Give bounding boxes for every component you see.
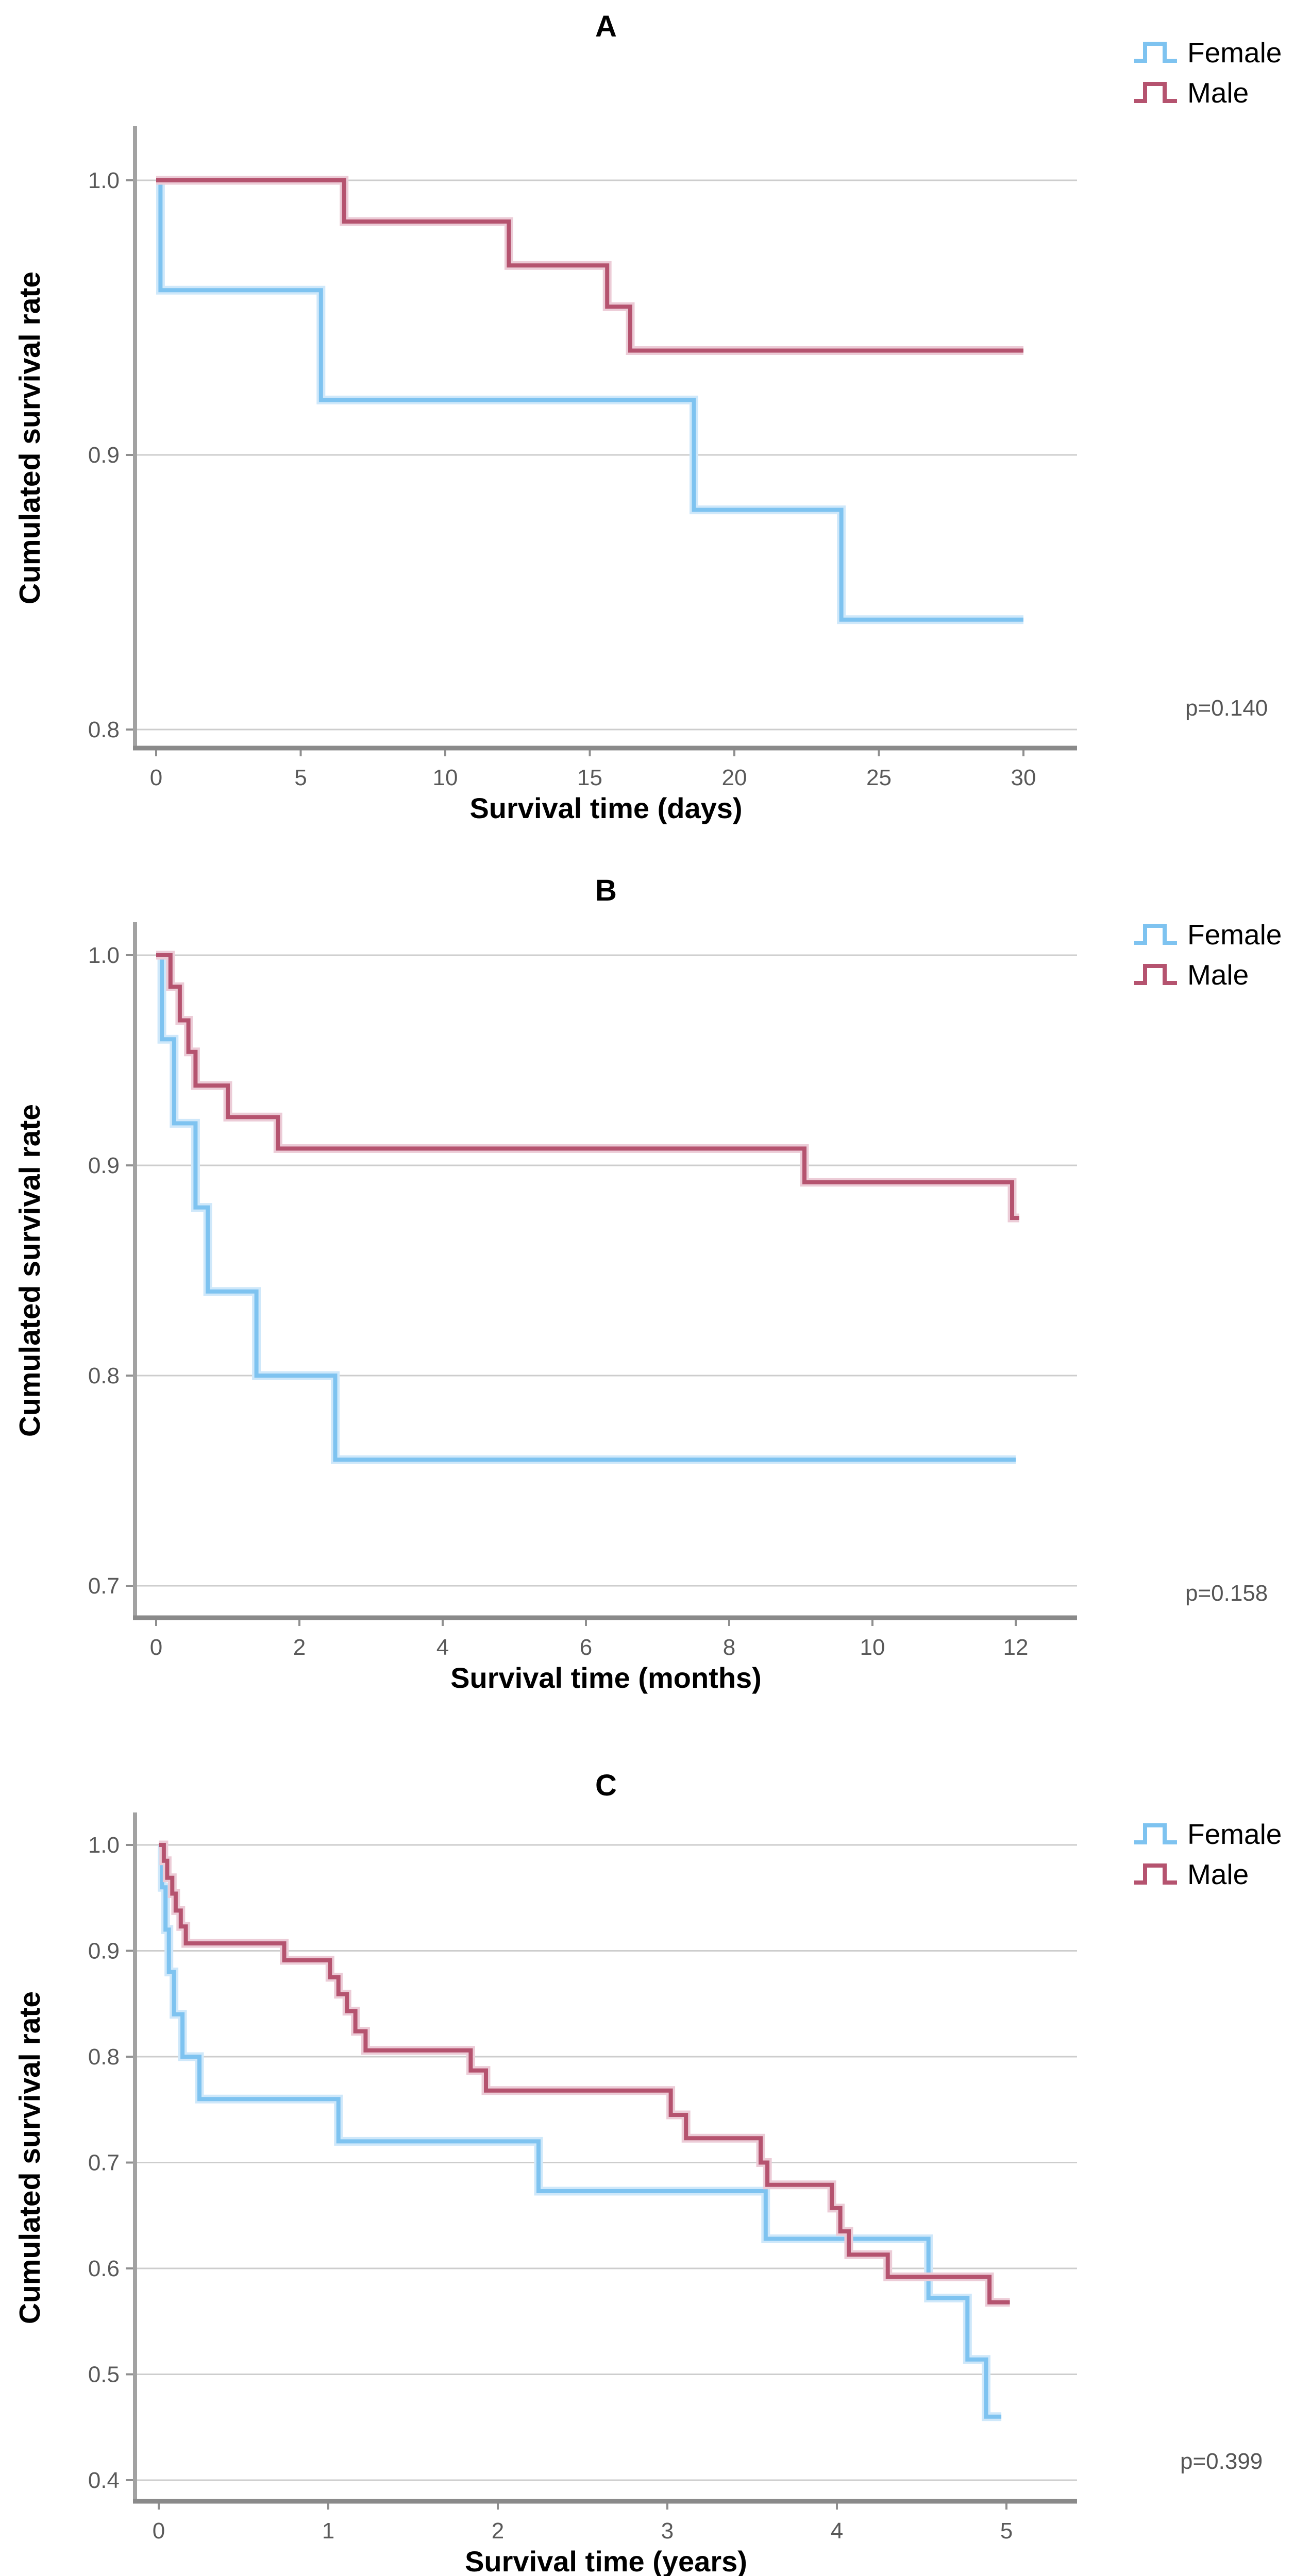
panel-b-title: B xyxy=(595,874,617,907)
legend-label-female: Female xyxy=(1187,1818,1282,1850)
male-step-line-icon xyxy=(1134,82,1177,103)
y-tick-label: 0.9 xyxy=(88,1939,120,1964)
legend-item-male: Male xyxy=(1133,958,1282,991)
y-tick-label: 0.8 xyxy=(88,717,120,742)
y-tick-label: 0.7 xyxy=(88,2150,120,2176)
female-survival-curve xyxy=(156,178,1023,622)
panel-c-p-value: p=0.399 xyxy=(1180,2449,1263,2474)
x-tick-label: 6 xyxy=(580,1635,592,1660)
x-tick-label: 2 xyxy=(492,2518,504,2544)
x-tick-label: 1 xyxy=(322,2518,334,2544)
x-tick-label: 12 xyxy=(1003,1635,1029,1660)
panel-a-x-axis-label: Survival time (days) xyxy=(469,792,743,824)
x-tick-label: 5 xyxy=(294,765,307,790)
y-tick-label: 0.7 xyxy=(88,1573,120,1599)
panel-c-legend: Female Male xyxy=(1133,1818,1282,1891)
x-tick-label: 0 xyxy=(153,2518,165,2544)
y-tick-label: 0.8 xyxy=(88,1363,120,1388)
panel-a-y-axis-label: Cumulated survival rate xyxy=(13,271,46,605)
male-step-line-icon xyxy=(1134,1863,1177,1885)
y-tick-label: 0.8 xyxy=(88,2044,120,2070)
legend-item-female: Female xyxy=(1133,36,1282,69)
male-survival-curve xyxy=(156,953,1019,1220)
x-tick-label: 3 xyxy=(661,2518,674,2544)
legend-item-male: Male xyxy=(1133,76,1282,109)
legend-label-female: Female xyxy=(1187,36,1282,69)
x-tick-label: 0 xyxy=(150,1635,162,1660)
x-tick-label: 10 xyxy=(860,1635,885,1660)
panel-b-legend: Female Male xyxy=(1133,918,1282,991)
legend-label-male: Male xyxy=(1187,1858,1249,1890)
x-tick-label: 8 xyxy=(723,1635,735,1660)
legend-item-male: Male xyxy=(1133,1858,1282,1891)
x-tick-label: 4 xyxy=(436,1635,449,1660)
x-tick-label: 5 xyxy=(1000,2518,1013,2544)
male-survival-curve xyxy=(159,1843,1010,2304)
female-step-line-icon xyxy=(1134,42,1177,63)
panel-c-x-axis-label: Survival time (years) xyxy=(465,2545,747,2576)
y-tick-label: 0.9 xyxy=(88,1153,120,1178)
female-survival-curve xyxy=(159,1843,1002,2419)
male-curve-halo xyxy=(156,951,1019,1223)
panel-a-legend: Female Male xyxy=(1133,36,1282,109)
male-curve-halo xyxy=(159,1840,1010,2307)
female-step-line-icon xyxy=(1134,924,1177,945)
y-tick-label: 0.4 xyxy=(88,2468,120,2493)
legend-label-male: Male xyxy=(1187,958,1249,991)
legend-item-female: Female xyxy=(1133,1818,1282,1851)
y-tick-label: 1.0 xyxy=(88,943,120,968)
female-survival-curve xyxy=(156,953,1016,1462)
panel-c-title: C xyxy=(595,1769,617,1802)
x-tick-label: 4 xyxy=(831,2518,843,2544)
male-step-line-icon xyxy=(1134,964,1177,985)
male-survival-curve xyxy=(156,178,1023,353)
y-tick-label: 1.0 xyxy=(88,168,120,193)
x-tick-label: 0 xyxy=(150,765,162,790)
x-tick-label: 25 xyxy=(866,765,892,790)
legend-label-male: Male xyxy=(1187,76,1249,109)
y-tick-label: 1.0 xyxy=(88,1833,120,1858)
panel-c-y-axis-label: Cumulated survival rate xyxy=(13,1991,46,2325)
x-tick-label: 15 xyxy=(577,765,602,790)
y-tick-label: 0.5 xyxy=(88,2362,120,2387)
panel-a-p-value: p=0.140 xyxy=(1185,696,1268,721)
x-tick-label: 30 xyxy=(1011,765,1036,790)
x-tick-label: 2 xyxy=(293,1635,306,1660)
x-tick-label: 10 xyxy=(433,765,458,790)
panel-b-y-axis-label: Cumulated survival rate xyxy=(13,1104,46,1437)
legend-label-female: Female xyxy=(1187,918,1282,951)
legend-item-female: Female xyxy=(1133,918,1282,951)
panel-a-title: A xyxy=(595,10,617,43)
female-curve-halo xyxy=(156,951,1016,1464)
x-tick-label: 20 xyxy=(722,765,747,790)
female-step-line-icon xyxy=(1134,1823,1177,1844)
y-tick-label: 0.6 xyxy=(88,2256,120,2281)
panel-b-x-axis-label: Survival time (months) xyxy=(450,1662,762,1694)
female-curve-halo xyxy=(158,1840,1002,2421)
y-tick-label: 0.9 xyxy=(88,443,120,468)
panel-b-p-value: p=0.158 xyxy=(1185,1581,1268,1606)
